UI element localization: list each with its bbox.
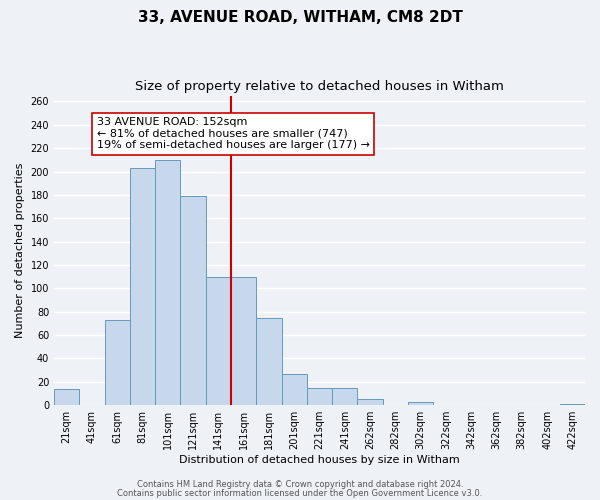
Bar bbox=[256, 318, 281, 405]
Text: 33, AVENUE ROAD, WITHAM, CM8 2DT: 33, AVENUE ROAD, WITHAM, CM8 2DT bbox=[137, 10, 463, 25]
Bar bbox=[54, 389, 79, 405]
Y-axis label: Number of detached properties: Number of detached properties bbox=[15, 162, 25, 338]
Bar bbox=[560, 404, 585, 405]
Text: Contains HM Land Registry data © Crown copyright and database right 2024.: Contains HM Land Registry data © Crown c… bbox=[137, 480, 463, 489]
Bar bbox=[130, 168, 155, 405]
Bar bbox=[332, 388, 358, 405]
Title: Size of property relative to detached houses in Witham: Size of property relative to detached ho… bbox=[135, 80, 504, 93]
Bar bbox=[307, 388, 332, 405]
Bar bbox=[206, 276, 231, 405]
Bar bbox=[104, 320, 130, 405]
Bar bbox=[408, 402, 433, 405]
Bar bbox=[155, 160, 181, 405]
Bar bbox=[231, 276, 256, 405]
Text: Contains public sector information licensed under the Open Government Licence v3: Contains public sector information licen… bbox=[118, 488, 482, 498]
Text: 33 AVENUE ROAD: 152sqm
← 81% of detached houses are smaller (747)
19% of semi-de: 33 AVENUE ROAD: 152sqm ← 81% of detached… bbox=[97, 117, 370, 150]
Bar bbox=[181, 196, 206, 405]
X-axis label: Distribution of detached houses by size in Witham: Distribution of detached houses by size … bbox=[179, 455, 460, 465]
Bar bbox=[358, 400, 383, 405]
Bar bbox=[281, 374, 307, 405]
